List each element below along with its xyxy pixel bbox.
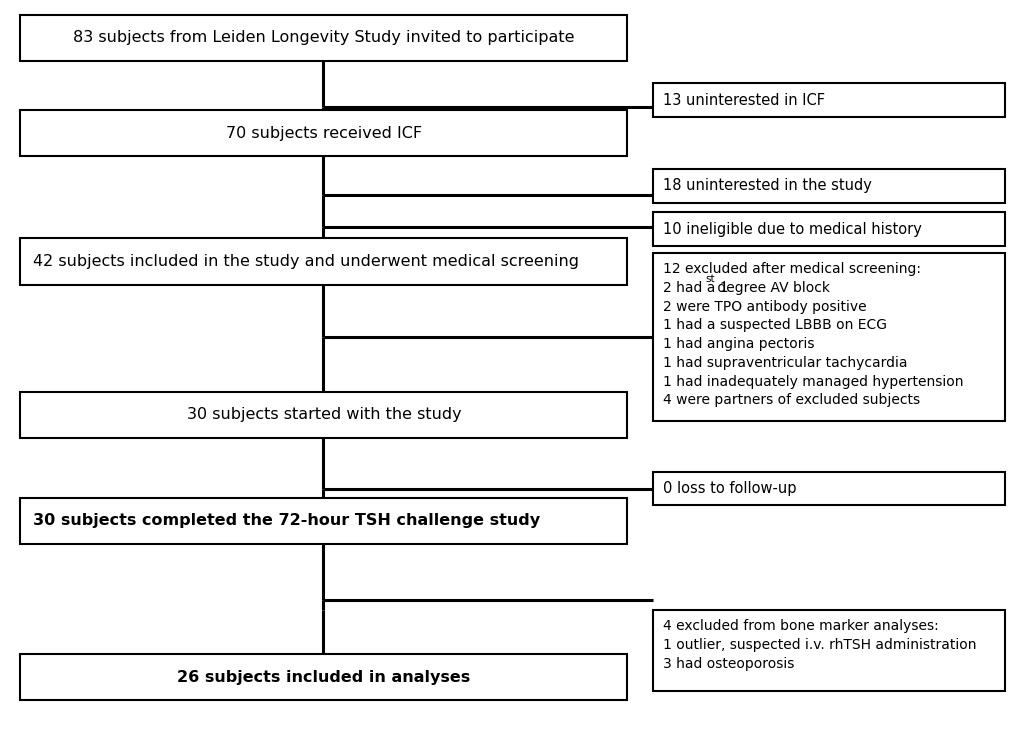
FancyBboxPatch shape: [20, 392, 627, 438]
Text: 1 had angina pectoris: 1 had angina pectoris: [662, 337, 814, 351]
FancyBboxPatch shape: [20, 238, 627, 285]
FancyBboxPatch shape: [20, 498, 627, 544]
Text: 42 subjects included in the study and underwent medical screening: 42 subjects included in the study and un…: [33, 254, 578, 269]
FancyBboxPatch shape: [652, 472, 1004, 505]
FancyBboxPatch shape: [20, 110, 627, 156]
Text: degree AV block: degree AV block: [712, 281, 829, 295]
Text: 18 uninterested in the study: 18 uninterested in the study: [662, 178, 871, 194]
FancyBboxPatch shape: [652, 253, 1004, 421]
Text: 1 had supraventricular tachycardia: 1 had supraventricular tachycardia: [662, 356, 907, 370]
Text: 4 excluded from bone marker analyses:: 4 excluded from bone marker analyses:: [662, 619, 937, 633]
FancyBboxPatch shape: [652, 212, 1004, 246]
Text: 2 had a 1: 2 had a 1: [662, 281, 728, 295]
Text: 4 were partners of excluded subjects: 4 were partners of excluded subjects: [662, 393, 919, 408]
Text: 2 were TPO antibody positive: 2 were TPO antibody positive: [662, 299, 866, 314]
FancyBboxPatch shape: [20, 654, 627, 700]
Text: 13 uninterested in ICF: 13 uninterested in ICF: [662, 92, 824, 108]
FancyBboxPatch shape: [652, 610, 1004, 691]
Text: 3 had osteoporosis: 3 had osteoporosis: [662, 656, 794, 670]
Text: 30 subjects started with the study: 30 subjects started with the study: [186, 408, 461, 422]
Text: 30 subjects completed the 72-hour TSH challenge study: 30 subjects completed the 72-hour TSH ch…: [33, 513, 539, 528]
Text: 12 excluded after medical screening:: 12 excluded after medical screening:: [662, 262, 920, 276]
FancyBboxPatch shape: [20, 15, 627, 61]
Text: 70 subjects received ICF: 70 subjects received ICF: [225, 126, 422, 141]
Text: 10 ineligible due to medical history: 10 ineligible due to medical history: [662, 221, 921, 237]
FancyBboxPatch shape: [652, 169, 1004, 203]
FancyBboxPatch shape: [652, 83, 1004, 117]
Text: 83 subjects from Leiden Longevity Study invited to participate: 83 subjects from Leiden Longevity Study …: [73, 31, 574, 45]
Text: st: st: [705, 274, 714, 285]
Text: 26 subjects included in analyses: 26 subjects included in analyses: [177, 670, 470, 685]
Text: 1 had a suspected LBBB on ECG: 1 had a suspected LBBB on ECG: [662, 319, 887, 332]
Text: 0 loss to follow-up: 0 loss to follow-up: [662, 481, 796, 496]
Text: 1 outlier, suspected i.v. rhTSH administration: 1 outlier, suspected i.v. rhTSH administ…: [662, 638, 975, 652]
Text: 1 had inadequately managed hypertension: 1 had inadequately managed hypertension: [662, 375, 963, 389]
